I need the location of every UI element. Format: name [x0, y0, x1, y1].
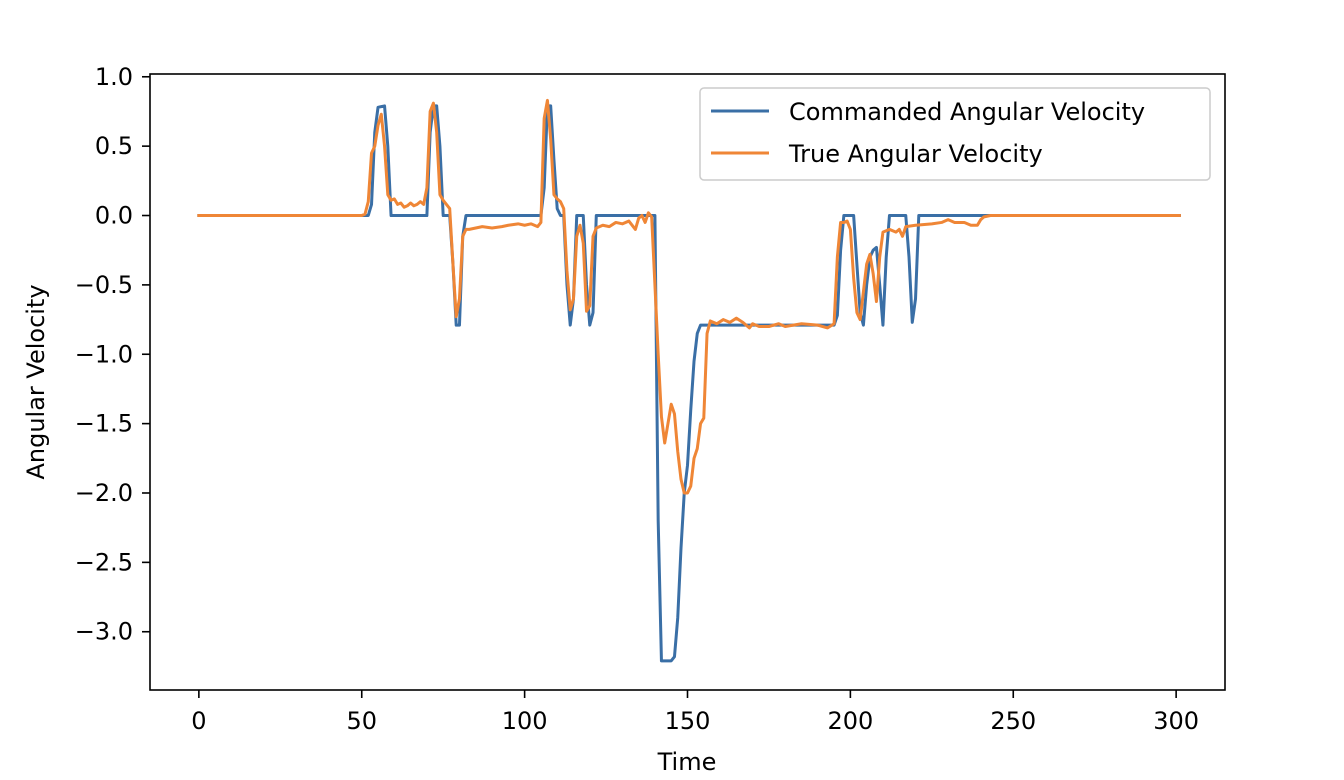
x-tick-label: 150: [665, 707, 711, 735]
x-tick-label: 0: [191, 707, 206, 735]
legend-label-true: True Angular Velocity: [788, 140, 1043, 168]
y-axis-label: Angular Velocity: [22, 284, 50, 479]
y-tick-label: 0.0: [95, 202, 133, 230]
x-tick-label: 100: [502, 707, 548, 735]
x-axis-label: Time: [657, 748, 717, 776]
x-tick-label: 250: [990, 707, 1036, 735]
y-tick-label: −2.5: [75, 548, 133, 576]
x-tick-label: 300: [1153, 707, 1199, 735]
x-axis: 0 50 100 150 200 250 300: [191, 690, 1199, 735]
series-layer: [197, 98, 1181, 663]
x-tick-label: 200: [827, 707, 873, 735]
x-tick-label: 50: [346, 707, 377, 735]
legend-box: [699, 87, 1211, 181]
y-tick-label: −1.5: [75, 410, 133, 438]
y-tick-label: 0.5: [95, 132, 133, 160]
y-tick-label: −1.0: [75, 340, 133, 368]
y-tick-label: 1.0: [95, 63, 133, 91]
y-tick-label: −3.0: [75, 618, 133, 646]
y-axis: 1.0 0.5 0.0 −0.5 −1.0 −1.5 −2.0 −2.5 −3.0: [75, 63, 150, 646]
legend: Commanded Angular Velocity True Angular …: [699, 87, 1211, 181]
legend-label-commanded: Commanded Angular Velocity: [789, 98, 1145, 126]
y-tick-label: −0.5: [75, 271, 133, 299]
y-tick-label: −2.0: [75, 479, 133, 507]
series-line-true: [197, 98, 1181, 495]
